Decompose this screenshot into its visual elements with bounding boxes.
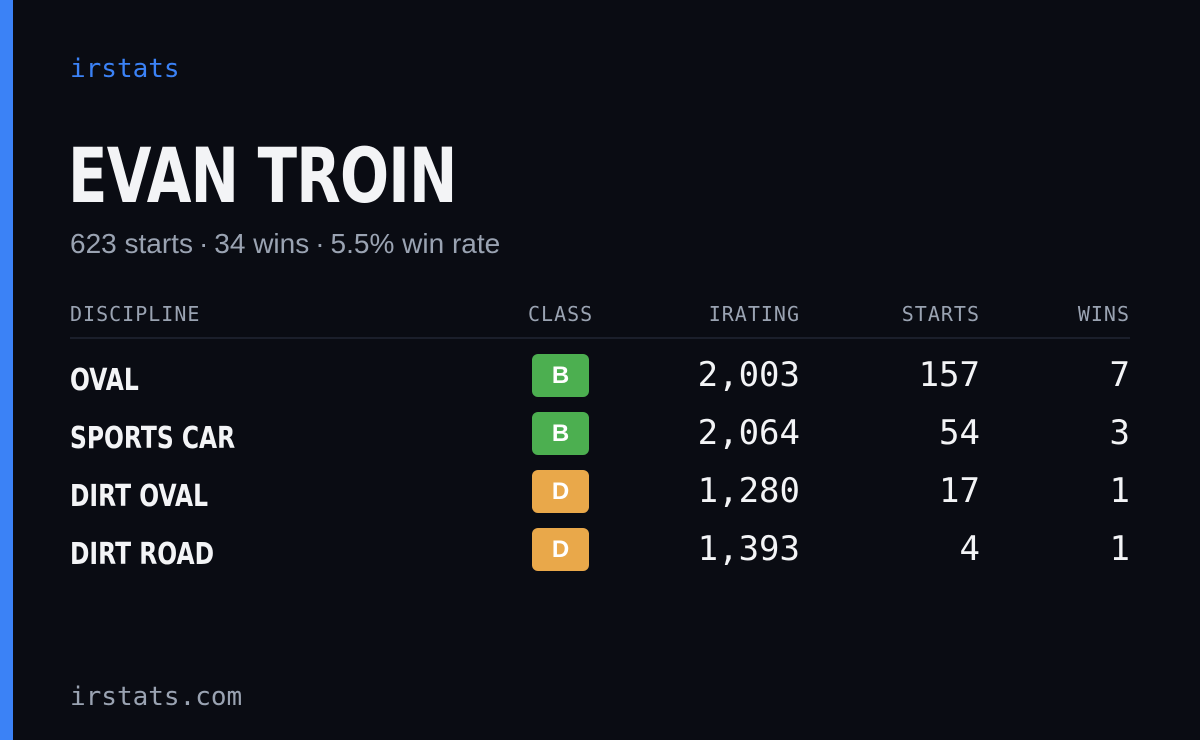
irating-value: 2,003 (697, 355, 800, 395)
summary-wins: 34 wins (214, 228, 310, 259)
starts-value: 4 (959, 529, 980, 569)
header-class: CLASS (528, 302, 594, 326)
class-badge: B (532, 412, 589, 455)
player-name: EVAN TROIN (68, 131, 457, 220)
wins-value: 1 (1109, 529, 1130, 569)
class-badge: D (532, 470, 589, 513)
table-row: DIRT ROAD D 1,393 4 1 (70, 526, 1130, 584)
starts-value: 17 (939, 471, 980, 511)
starts-value: 157 (918, 355, 980, 395)
table-row: DIRT OVAL D 1,280 17 1 (70, 468, 1130, 526)
irating-value: 2,064 (697, 413, 800, 453)
wins-value: 7 (1109, 355, 1130, 395)
discipline-name: OVAL (70, 363, 139, 398)
footer-url: irstats.com (70, 682, 243, 712)
discipline-name: DIRT ROAD (70, 537, 215, 572)
summary-win-rate: 5.5% win rate (330, 228, 501, 259)
summary-starts: 623 starts (70, 228, 193, 259)
header-discipline: DISCIPLINE (70, 302, 201, 326)
stats-table-body: OVAL B 2,003 157 7 SPORTS CAR B 2,064 54… (70, 352, 1130, 584)
player-summary: 623 starts · 34 wins · 5.5% win rate (70, 230, 500, 258)
table-row: OVAL B 2,003 157 7 (70, 352, 1130, 410)
irating-value: 1,280 (697, 471, 800, 511)
brand-logo-text: irstats (70, 54, 180, 84)
wins-value: 3 (1109, 413, 1130, 453)
header-wins: WINS (1077, 302, 1130, 326)
class-badge: D (532, 528, 589, 571)
table-row: SPORTS CAR B 2,064 54 3 (70, 410, 1130, 468)
summary-separator: · (198, 228, 209, 259)
discipline-name: SPORTS CAR (70, 421, 236, 456)
header-irating: IRATING (708, 302, 800, 326)
wins-value: 1 (1109, 471, 1130, 511)
summary-separator: · (315, 228, 325, 259)
irating-value: 1,393 (697, 529, 800, 569)
stats-table-header: DISCIPLINE CLASS IRATING STARTS WINS (70, 303, 1130, 339)
discipline-name: DIRT OVAL (70, 479, 209, 514)
header-starts: STARTS (901, 302, 980, 326)
starts-value: 54 (939, 413, 980, 453)
class-badge: B (532, 354, 589, 397)
accent-bar (0, 0, 13, 740)
